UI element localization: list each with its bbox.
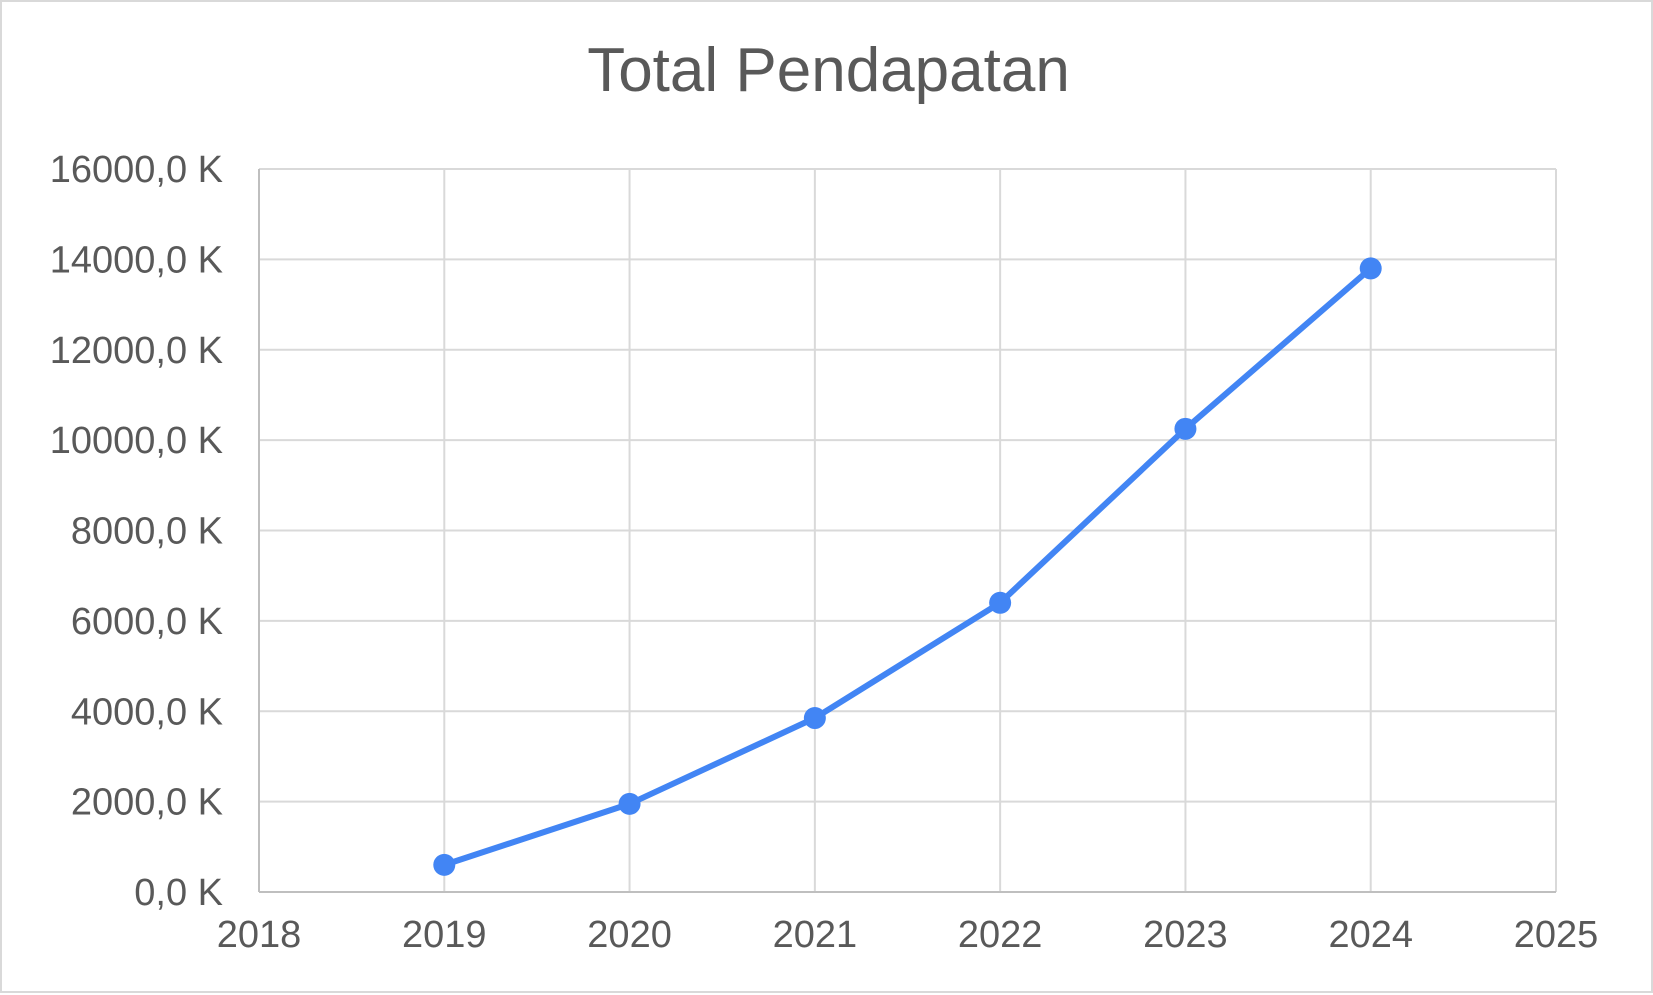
x-tick-label: 2022 xyxy=(958,914,1043,956)
x-tick-label: 2023 xyxy=(1143,914,1228,956)
tick-label-layer: 0,0 K 2000,0 K 4000,0 K 6000,0 K 8000,0 K 100… xyxy=(50,149,1599,956)
data-point xyxy=(1174,417,1197,440)
y-tick-label: 6000,0 K xyxy=(71,601,223,643)
data-point xyxy=(1359,257,1382,280)
series-line xyxy=(441,265,1374,868)
y-tick-label: 10000,0 K xyxy=(50,420,223,462)
grid-layer xyxy=(259,168,1557,892)
x-tick-label: 2024 xyxy=(1328,914,1413,956)
axis-layer xyxy=(258,169,1556,893)
y-tick-label: 16000,0 K xyxy=(50,149,223,191)
x-tick-label: 2018 xyxy=(217,914,302,956)
series-layer xyxy=(433,257,1382,876)
y-tick-label: 8000,0 K xyxy=(71,511,223,553)
x-tick-label: 2020 xyxy=(587,914,672,956)
y-tick-label: 14000,0 K xyxy=(50,239,223,281)
data-point xyxy=(989,591,1012,614)
chart-title: Total Pendapatan xyxy=(587,36,1070,105)
x-tick-label: 2019 xyxy=(402,914,487,956)
y-tick-label: 0,0 K xyxy=(134,872,223,914)
y-tick-label: 12000,0 K xyxy=(50,330,223,372)
data-point xyxy=(433,853,456,876)
y-tick-label: 2000,0 K xyxy=(71,782,223,824)
x-tick-label: 2025 xyxy=(1514,914,1599,956)
data-point xyxy=(803,707,826,730)
x-tick-label: 2021 xyxy=(773,914,858,956)
y-tick-label: 4000,0 K xyxy=(71,691,223,733)
data-point xyxy=(618,792,641,815)
